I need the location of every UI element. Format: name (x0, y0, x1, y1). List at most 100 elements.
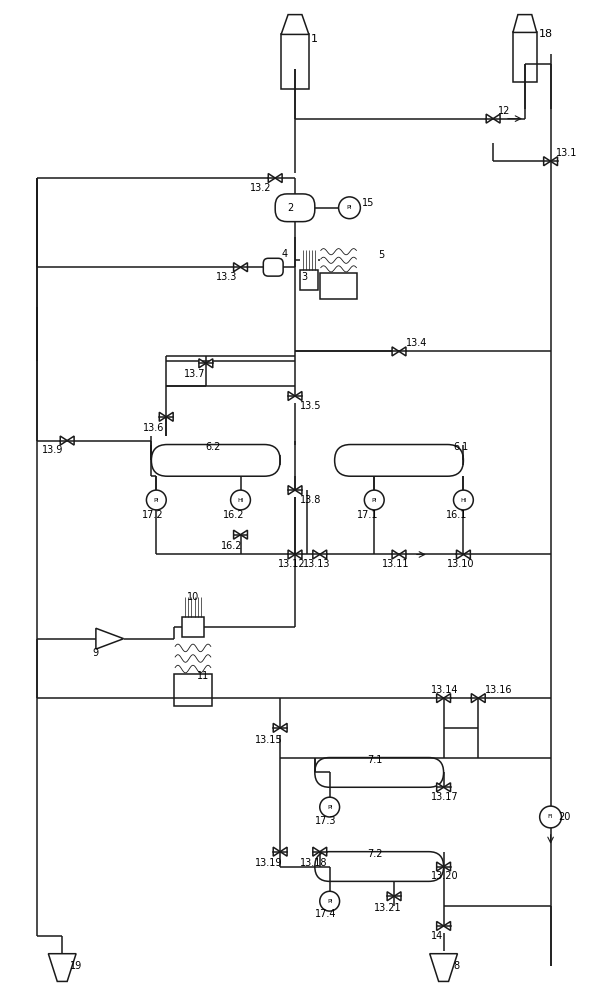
Polygon shape (233, 530, 241, 539)
Text: 14: 14 (431, 931, 443, 941)
FancyBboxPatch shape (151, 445, 280, 476)
Text: 13.12: 13.12 (278, 559, 306, 569)
Polygon shape (463, 550, 470, 559)
Text: 13.2: 13.2 (251, 183, 272, 193)
Text: 13.4: 13.4 (406, 338, 427, 348)
Polygon shape (437, 694, 444, 703)
Bar (300, 270, 318, 290)
Text: 13.1: 13.1 (556, 148, 577, 158)
Text: 15: 15 (362, 198, 375, 208)
Text: 13.17: 13.17 (431, 792, 459, 802)
Polygon shape (437, 783, 444, 792)
Text: 6.2: 6.2 (206, 442, 221, 452)
Polygon shape (493, 114, 500, 123)
Polygon shape (444, 862, 450, 871)
Circle shape (364, 490, 384, 510)
Text: 17.4: 17.4 (315, 909, 336, 919)
Polygon shape (273, 847, 280, 856)
Text: 7.2: 7.2 (368, 849, 383, 859)
Polygon shape (392, 347, 399, 356)
Text: 4: 4 (281, 249, 287, 259)
Polygon shape (430, 954, 457, 981)
Text: PI: PI (347, 205, 352, 210)
Text: 16.1: 16.1 (446, 510, 467, 520)
Polygon shape (444, 783, 450, 792)
Polygon shape (268, 174, 275, 183)
Polygon shape (295, 550, 302, 559)
Text: 13.3: 13.3 (216, 272, 237, 282)
Text: 13.7: 13.7 (184, 369, 206, 379)
Text: PI: PI (154, 497, 159, 502)
Polygon shape (241, 263, 248, 272)
Circle shape (540, 806, 561, 828)
Polygon shape (399, 550, 406, 559)
Polygon shape (288, 486, 295, 495)
Polygon shape (280, 723, 287, 732)
Text: 13.13: 13.13 (303, 559, 330, 569)
Text: PI: PI (372, 497, 377, 502)
Text: 6.1: 6.1 (453, 442, 469, 452)
FancyBboxPatch shape (275, 194, 315, 222)
Text: 17.2: 17.2 (141, 510, 163, 520)
Polygon shape (295, 391, 302, 400)
Bar (174, 674, 212, 706)
Circle shape (320, 891, 340, 911)
Text: 5: 5 (378, 250, 385, 260)
Polygon shape (551, 157, 557, 166)
Text: FI: FI (548, 814, 553, 819)
Text: 17.1: 17.1 (358, 510, 379, 520)
Text: HI: HI (237, 497, 244, 502)
FancyBboxPatch shape (315, 852, 444, 881)
Bar (281, 34, 309, 89)
Text: 13.15: 13.15 (255, 735, 283, 745)
Polygon shape (320, 550, 327, 559)
Polygon shape (444, 694, 450, 703)
Text: 13.9: 13.9 (43, 445, 64, 455)
Circle shape (147, 490, 166, 510)
Text: 19: 19 (70, 961, 82, 971)
Polygon shape (96, 628, 124, 649)
Polygon shape (288, 550, 295, 559)
Text: 9: 9 (92, 648, 98, 658)
Text: 13.11: 13.11 (382, 559, 410, 569)
Polygon shape (233, 263, 241, 272)
Polygon shape (48, 954, 76, 981)
Text: 10: 10 (187, 592, 199, 602)
Text: 13.6: 13.6 (144, 423, 165, 433)
Polygon shape (544, 157, 551, 166)
FancyBboxPatch shape (264, 258, 283, 276)
Polygon shape (280, 847, 287, 856)
Polygon shape (456, 550, 463, 559)
Circle shape (230, 490, 251, 510)
Text: 8: 8 (453, 961, 460, 971)
Bar (182, 617, 204, 637)
Polygon shape (478, 694, 485, 703)
Circle shape (453, 490, 473, 510)
Circle shape (339, 197, 361, 219)
Polygon shape (206, 359, 213, 368)
Text: 18: 18 (538, 29, 553, 39)
Text: PI: PI (327, 899, 332, 904)
Polygon shape (394, 892, 401, 901)
Polygon shape (313, 550, 320, 559)
Polygon shape (320, 847, 327, 856)
Polygon shape (513, 15, 537, 32)
Text: HI: HI (460, 497, 467, 502)
Polygon shape (275, 174, 282, 183)
Text: 11: 11 (197, 671, 209, 681)
Polygon shape (486, 114, 493, 123)
Text: 13.8: 13.8 (300, 495, 322, 505)
Circle shape (320, 797, 340, 817)
Text: 13.5: 13.5 (300, 401, 322, 411)
Text: 20: 20 (558, 812, 571, 822)
Text: 13.10: 13.10 (447, 559, 474, 569)
FancyBboxPatch shape (335, 445, 463, 476)
Polygon shape (199, 359, 206, 368)
Polygon shape (60, 436, 67, 445)
Text: 3: 3 (301, 272, 307, 282)
Text: 13.21: 13.21 (374, 903, 402, 913)
Polygon shape (281, 15, 309, 34)
Bar (320, 273, 358, 299)
Polygon shape (67, 436, 74, 445)
Polygon shape (273, 723, 280, 732)
